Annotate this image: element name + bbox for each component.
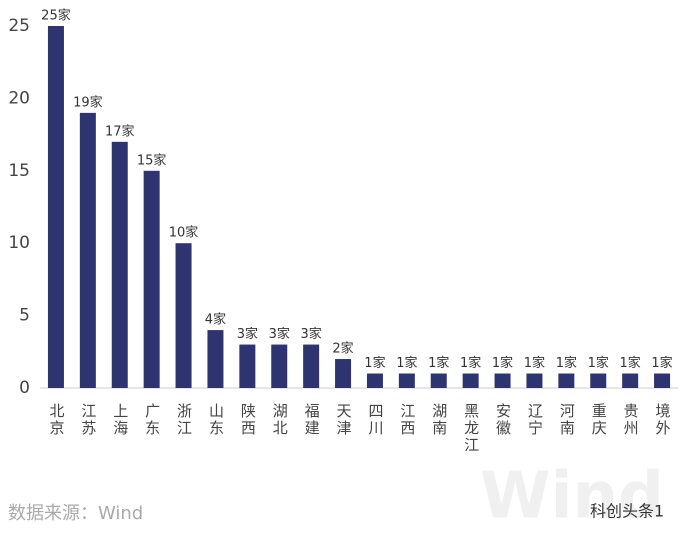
bar (558, 373, 575, 388)
bar (303, 344, 320, 388)
bar (111, 141, 128, 388)
value-label: 1家 (396, 355, 417, 371)
bar (462, 373, 479, 388)
x-tick-label: 安徽 (494, 403, 512, 437)
x-tick-label: 陕西 (239, 403, 257, 437)
value-label: 1家 (492, 355, 513, 371)
x-tick-label: 贵州 (622, 403, 640, 437)
x-tick-label: 四川 (366, 403, 384, 437)
x-tick-label: 山东 (207, 403, 225, 437)
x-tick-label: 境外 (654, 402, 672, 437)
value-label: 1家 (364, 355, 385, 371)
x-tick-label: 重庆 (590, 403, 608, 437)
value-label: 3家 (237, 326, 258, 342)
x-tick-label: 辽宁 (526, 403, 544, 437)
bar (335, 359, 352, 388)
x-tick-label: 湖南 (430, 403, 448, 437)
y-tick-label: 20 (8, 88, 30, 108)
bar (207, 330, 224, 388)
value-label: 4家 (205, 312, 226, 328)
value-label: 1家 (556, 355, 577, 371)
bar (398, 373, 415, 388)
y-tick-label: 10 (8, 233, 30, 253)
x-tick-label: 湖北 (271, 403, 289, 437)
bar (590, 373, 607, 388)
bar (143, 170, 160, 388)
source-note: 数据来源：Wind (8, 503, 143, 524)
value-label: 19家 (73, 94, 103, 110)
watermark: Wind (480, 460, 664, 534)
x-tick-label: 广东 (143, 403, 161, 437)
bar (239, 344, 256, 388)
value-label: 3家 (269, 326, 290, 342)
y-tick-label: 0 (19, 378, 30, 398)
x-tick-label: 江西 (398, 403, 416, 437)
account-tag: 科创头条1 (590, 502, 664, 521)
y-tick-label: 25 (8, 16, 30, 36)
value-label: 10家 (169, 225, 199, 241)
x-tick-label: 黑龙江 (462, 403, 480, 454)
bar (47, 26, 64, 388)
x-tick-label: 北京 (47, 403, 65, 437)
value-label: 2家 (332, 341, 353, 357)
y-tick-label: 15 (8, 161, 30, 181)
x-tick-label: 江苏 (79, 403, 97, 437)
value-label: 15家 (137, 152, 167, 168)
x-tick-label: 上海 (111, 403, 129, 437)
bar (622, 373, 639, 388)
bar (526, 373, 543, 388)
value-label: 1家 (524, 355, 545, 371)
bar (366, 373, 383, 388)
value-label: 25家 (41, 8, 71, 24)
value-label: 1家 (588, 355, 609, 371)
value-label: 1家 (651, 355, 672, 371)
y-tick-label: 5 (19, 306, 30, 326)
x-tick-label: 浙江 (175, 403, 193, 437)
bar (654, 373, 671, 388)
value-label: 17家 (105, 123, 135, 139)
value-label: 1家 (460, 355, 481, 371)
value-label: 1家 (428, 355, 449, 371)
bar (494, 373, 511, 388)
x-tick-label: 福建 (303, 403, 321, 437)
bar (271, 344, 288, 388)
value-label: 3家 (301, 326, 322, 342)
value-label: 1家 (620, 355, 641, 371)
bar (430, 373, 447, 388)
bar (175, 243, 192, 388)
bar (79, 112, 96, 388)
x-tick-label: 河南 (558, 403, 576, 437)
x-tick-label: 天津 (335, 403, 353, 437)
